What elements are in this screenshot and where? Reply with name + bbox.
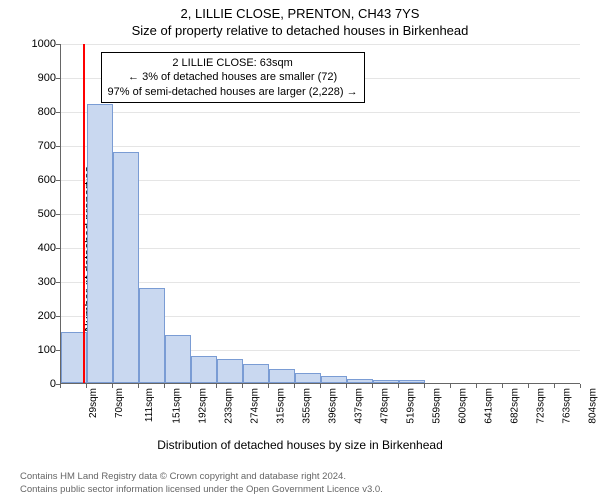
x-tick-mark [424, 384, 425, 388]
y-tick-mark [56, 350, 60, 351]
x-tick-mark [164, 384, 165, 388]
x-axis-label: Distribution of detached houses by size … [0, 438, 600, 452]
y-tick-label: 700 [30, 140, 56, 152]
address-title: 2, LILLIE CLOSE, PRENTON, CH43 7YS [0, 6, 600, 21]
y-tick-label: 100 [30, 344, 56, 356]
histogram-bar [373, 380, 399, 383]
y-tick-mark [56, 44, 60, 45]
histogram-bar [269, 369, 295, 383]
x-tick-label: 29sqm [88, 388, 99, 418]
y-tick-label: 800 [30, 106, 56, 118]
y-tick-label: 300 [30, 276, 56, 288]
histogram-bar [321, 376, 347, 383]
annotation-box: 2 LILLIE CLOSE: 63sqm ← 3% of detached h… [101, 52, 365, 103]
histogram-bar [295, 373, 321, 383]
x-tick-mark [528, 384, 529, 388]
attribution-line2: Contains public sector information licen… [20, 484, 383, 496]
x-tick-label: 682sqm [510, 388, 521, 424]
x-tick-mark [190, 384, 191, 388]
histogram-bar [217, 359, 243, 383]
x-tick-label: 600sqm [458, 388, 469, 424]
x-tick-mark [346, 384, 347, 388]
x-tick-mark [320, 384, 321, 388]
y-tick-mark [56, 316, 60, 317]
x-tick-label: 641sqm [484, 388, 495, 424]
histogram-bar [139, 288, 165, 383]
histogram-bar [243, 364, 269, 383]
annotation-line1: 2 LILLIE CLOSE: 63sqm [108, 56, 358, 70]
y-tick-mark [56, 282, 60, 283]
x-tick-label: 763sqm [562, 388, 573, 424]
x-tick-mark [112, 384, 113, 388]
x-tick-label: 437sqm [354, 388, 365, 424]
histogram-bar [87, 104, 113, 383]
histogram-bar [113, 152, 139, 383]
x-tick-mark [242, 384, 243, 388]
chart-container: Number of detached properties 2 LILLIE C… [0, 44, 600, 454]
y-tick-mark [56, 248, 60, 249]
x-tick-mark [60, 384, 61, 388]
x-tick-label: 723sqm [536, 388, 547, 424]
x-tick-mark [138, 384, 139, 388]
y-tick-mark [56, 112, 60, 113]
x-tick-mark [450, 384, 451, 388]
x-tick-label: 233sqm [224, 388, 235, 424]
reference-line [83, 44, 85, 383]
annotation-line2: ← 3% of detached houses are smaller (72) [108, 70, 358, 84]
histogram-bar [191, 356, 217, 383]
x-tick-label: 559sqm [432, 388, 443, 424]
x-tick-label: 151sqm [172, 388, 183, 424]
x-tick-mark [502, 384, 503, 388]
x-tick-label: 192sqm [198, 388, 209, 424]
attribution-text: Contains HM Land Registry data © Crown c… [20, 471, 383, 496]
y-tick-label: 200 [30, 310, 56, 322]
x-tick-mark [294, 384, 295, 388]
histogram-bar [165, 335, 191, 383]
x-tick-label: 355sqm [302, 388, 313, 424]
x-tick-label: 315sqm [276, 388, 287, 424]
y-tick-label: 600 [30, 174, 56, 186]
x-tick-mark [372, 384, 373, 388]
x-tick-mark [476, 384, 477, 388]
histogram-bar [347, 379, 373, 383]
y-tick-label: 400 [30, 242, 56, 254]
x-tick-label: 478sqm [380, 388, 391, 424]
y-tick-mark [56, 146, 60, 147]
x-tick-label: 804sqm [588, 388, 599, 424]
y-tick-mark [56, 180, 60, 181]
chart-subtitle: Size of property relative to detached ho… [0, 23, 600, 38]
x-tick-label: 396sqm [328, 388, 339, 424]
x-tick-label: 70sqm [114, 388, 125, 418]
histogram-bar [399, 380, 425, 383]
attribution-line1: Contains HM Land Registry data © Crown c… [20, 471, 383, 483]
annotation-line3: 97% of semi-detached houses are larger (… [108, 85, 358, 99]
x-tick-mark [580, 384, 581, 388]
x-tick-mark [268, 384, 269, 388]
y-tick-mark [56, 214, 60, 215]
x-tick-mark [86, 384, 87, 388]
x-tick-mark [554, 384, 555, 388]
x-tick-mark [398, 384, 399, 388]
plot-area: 2 LILLIE CLOSE: 63sqm ← 3% of detached h… [60, 44, 580, 384]
y-tick-label: 1000 [30, 38, 56, 50]
x-tick-label: 519sqm [406, 388, 417, 424]
x-tick-label: 274sqm [250, 388, 261, 424]
x-tick-label: 111sqm [144, 388, 155, 422]
y-tick-label: 0 [30, 378, 56, 390]
y-tick-label: 900 [30, 72, 56, 84]
y-tick-label: 500 [30, 208, 56, 220]
y-tick-mark [56, 78, 60, 79]
chart-header: 2, LILLIE CLOSE, PRENTON, CH43 7YS Size … [0, 0, 600, 38]
x-tick-mark [216, 384, 217, 388]
